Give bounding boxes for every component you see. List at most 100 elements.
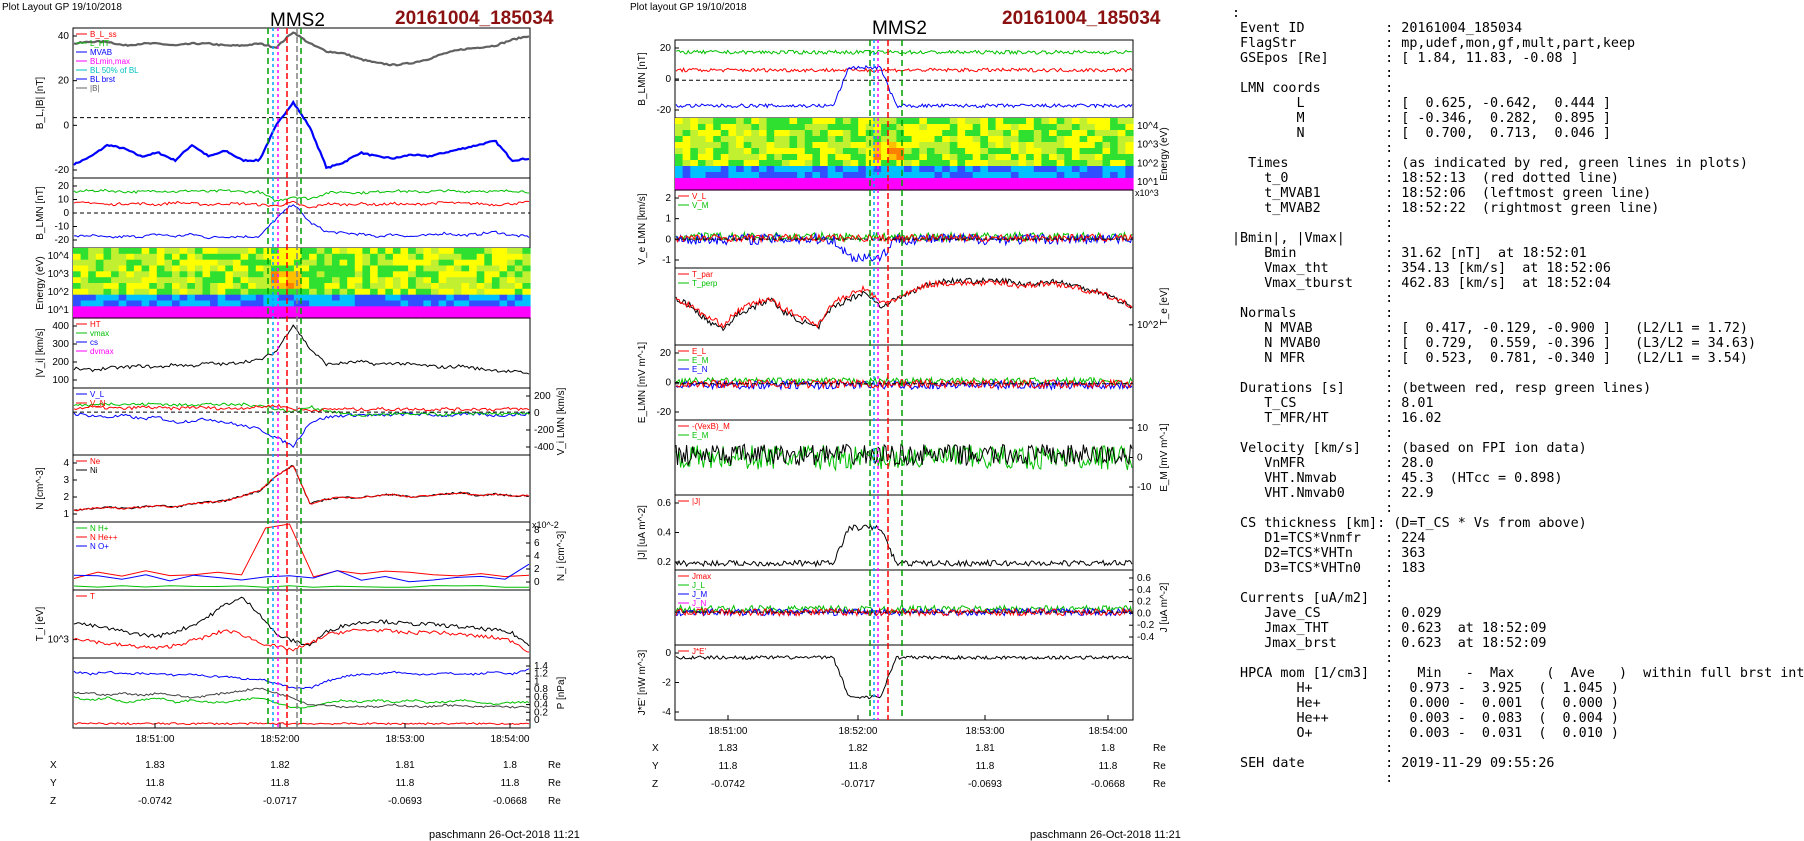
spectrogram-cell — [217, 300, 226, 307]
spectrogram-cell — [988, 172, 997, 179]
x-tick-label: 18:52:00 — [839, 726, 878, 737]
spectrogram-cell — [232, 277, 242, 284]
spectrogram-cell — [766, 184, 775, 191]
spectrogram-cell — [1033, 130, 1042, 137]
spectrogram-cell — [446, 312, 455, 319]
spectrogram-cell — [980, 148, 989, 155]
spectrogram-cell — [942, 172, 951, 179]
y-tick-label: 300 — [52, 339, 69, 350]
spectrogram-cell — [705, 130, 714, 137]
spectrogram-cell — [713, 166, 722, 173]
y-axis-label: Energy (eV) — [1159, 127, 1170, 180]
spectrogram-cell — [491, 306, 501, 313]
spectrogram-cell — [789, 166, 798, 173]
spectrogram-cell — [1003, 118, 1012, 125]
spectrogram-cell — [789, 118, 798, 125]
spectrogram-cell — [789, 178, 798, 185]
spectrogram-cell — [1049, 184, 1058, 191]
spectrogram-cell — [827, 124, 836, 131]
y-axis-label: N [cm^-3] — [35, 467, 46, 510]
spectrogram-cell — [202, 283, 211, 290]
spectrogram-cell — [111, 259, 120, 267]
spectrogram-cell — [385, 271, 394, 278]
spectrogram-cell — [431, 306, 440, 313]
spectrogram-cell — [1041, 166, 1050, 173]
spectrogram-cell — [476, 300, 485, 307]
spectrogram-cell — [514, 288, 523, 296]
spectrogram-cell — [133, 248, 143, 255]
spectrogram-cell — [934, 124, 943, 131]
spectrogram-cell — [957, 184, 966, 191]
spectrogram-cell — [248, 283, 257, 290]
legend-label: Ni — [90, 466, 98, 475]
spectrogram-cell — [255, 253, 264, 261]
spectrogram-cell — [248, 306, 257, 313]
spectrogram-cell — [926, 166, 936, 173]
spectrogram-cell — [156, 312, 165, 319]
spectrogram-cell — [309, 253, 318, 261]
spectrogram-cell — [980, 124, 989, 131]
spectrogram-cell — [400, 248, 409, 255]
spectrogram-cell — [1125, 172, 1134, 179]
spectrogram-cell — [332, 277, 341, 284]
spectrogram-cell — [751, 124, 760, 131]
spectrogram-cell — [736, 178, 745, 185]
info-line: H+ : 0.973 - 3.925 ( 1.045 ) — [1232, 681, 1619, 696]
spectrogram-cell — [766, 166, 775, 173]
spectrogram-cell — [126, 277, 135, 284]
spectrogram-cell — [446, 294, 455, 302]
spectrogram-cell — [774, 166, 783, 173]
spectrogram-cell — [896, 166, 905, 173]
spectrogram-cell — [1071, 142, 1081, 149]
spectrogram-cell — [751, 136, 760, 143]
info-line: He++ : 0.003 - 0.083 ( 0.004 ) — [1232, 711, 1619, 726]
spectrogram-cell — [133, 294, 143, 302]
spectrogram-cell — [111, 271, 120, 278]
spectrogram-cell — [705, 178, 714, 185]
ephem-row-label: X — [652, 743, 659, 754]
spectrogram-cell — [309, 300, 318, 307]
y-tick-label: 0.2 — [1137, 597, 1151, 608]
spectrogram-cell — [80, 265, 89, 272]
spectrogram-cell — [172, 312, 181, 319]
spectrogram-cell — [1117, 142, 1126, 149]
spectrogram-cell — [720, 154, 729, 161]
spectrogram-cell — [118, 300, 127, 307]
spectrogram-cell — [103, 283, 112, 290]
spectrogram-cell — [1049, 136, 1058, 143]
spectrogram-cell — [842, 166, 852, 173]
spectrogram-cell — [865, 184, 874, 191]
y-tick-label: 1 — [63, 509, 69, 520]
spectrogram-cell — [316, 306, 325, 313]
spectrogram-cell — [896, 148, 905, 155]
legend-label: dvmax — [90, 347, 114, 356]
spectrogram-cell — [751, 184, 760, 191]
spectrogram-cell — [926, 142, 936, 149]
spectrogram-cell — [156, 259, 165, 267]
spectrogram-cell — [431, 253, 440, 261]
spectrogram-cell — [1079, 178, 1088, 185]
spectrogram-cell — [1049, 148, 1058, 155]
spectrogram-cell — [995, 178, 1004, 185]
spectrogram-cell — [400, 288, 409, 296]
spectrogram-cell — [1010, 172, 1020, 179]
spectrogram-cell — [865, 154, 874, 161]
spectrogram-cell — [202, 312, 211, 319]
spectrogram-cell — [858, 160, 867, 167]
spectrogram-cell — [919, 160, 928, 167]
spectrogram-cell — [1056, 142, 1065, 149]
spectrogram-cell — [858, 118, 867, 125]
y-tick-label: 10^2 — [1137, 320, 1159, 331]
spectrogram-cell — [232, 265, 242, 272]
spectrogram-cell — [697, 172, 707, 179]
legend-label: J_L — [692, 581, 705, 590]
info-line: : — [1232, 501, 1394, 516]
spectrogram-cell — [888, 124, 897, 131]
y-tick-label: 0.4 — [534, 700, 548, 711]
spectrogram-cell — [1033, 148, 1042, 155]
spectrogram-cell — [453, 248, 462, 255]
spectrogram-cell — [1094, 136, 1103, 143]
spectrogram-cell — [1087, 136, 1096, 143]
legend-label: Jmax — [692, 572, 711, 581]
ephem-value: 11.8 — [849, 761, 868, 772]
